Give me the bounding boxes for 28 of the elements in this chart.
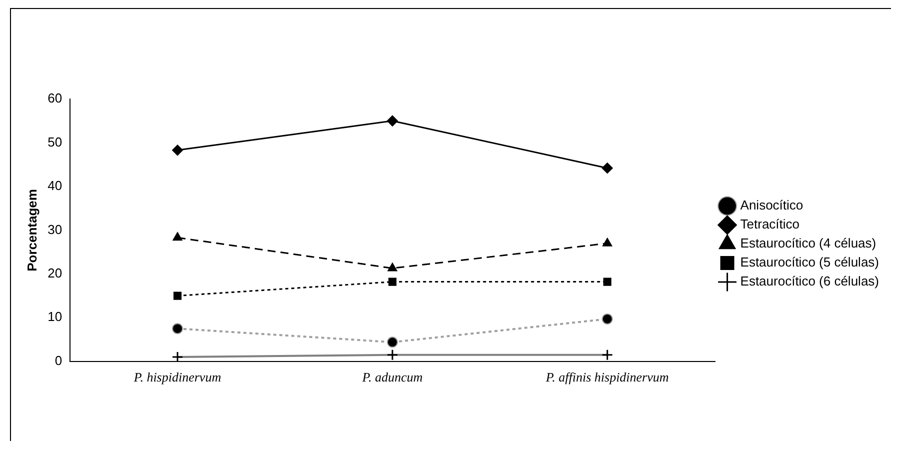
legend-label: Estaurocítico (6 células) xyxy=(740,274,880,289)
x-tick-label: P. affinis hispidinervum xyxy=(544,370,669,385)
point xyxy=(172,232,182,241)
y-tick-label: 30 xyxy=(48,222,62,237)
point xyxy=(388,262,398,272)
point xyxy=(602,313,613,324)
legend-label: Anisocítico xyxy=(740,198,804,213)
point xyxy=(386,336,398,348)
y-tick-label: 40 xyxy=(48,178,62,194)
point xyxy=(602,238,612,246)
y-tick-label: 0 xyxy=(54,352,62,368)
legend-label: Estaurocítico (5 células) xyxy=(740,254,880,270)
y-tick-label: 50 xyxy=(48,134,62,150)
point xyxy=(386,115,398,126)
point xyxy=(602,162,613,174)
point xyxy=(172,323,184,334)
point xyxy=(172,144,184,156)
point xyxy=(603,278,612,286)
y-tick-label: 60 xyxy=(48,90,62,106)
x-tick-label: P. aduncum xyxy=(361,370,423,385)
y-tick-label: 20 xyxy=(48,266,62,281)
x-tick-label: P. hispidinervum xyxy=(132,370,222,385)
y-tick-label: 10 xyxy=(48,309,62,324)
point xyxy=(388,278,396,286)
point xyxy=(173,292,182,300)
legend-label: Estaurocítico (4 céluas) xyxy=(740,236,876,251)
y-axis-title: Porcentagem xyxy=(24,189,40,272)
legend-label: Tetracítico xyxy=(740,216,800,232)
